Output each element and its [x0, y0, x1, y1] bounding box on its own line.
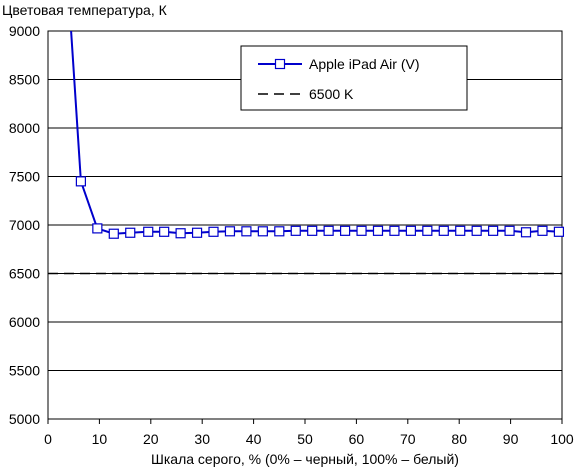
data-point-marker	[159, 226, 170, 237]
data-point-marker	[257, 226, 268, 237]
x-tick-label: 10	[92, 431, 108, 447]
legend-box	[240, 45, 468, 111]
data-point-marker	[208, 226, 219, 237]
x-tick-label: 60	[349, 431, 365, 447]
series-layer	[48, 31, 565, 275]
data-point-marker	[191, 227, 203, 238]
y-tick-label: 5000	[9, 411, 40, 427]
data-point-marker	[405, 225, 416, 236]
data-point-marker	[323, 225, 334, 236]
y-tick-label: 6500	[9, 266, 40, 282]
data-point-marker	[389, 225, 400, 236]
x-tick-label: 90	[503, 431, 519, 447]
x-axis-title: Шкала серого, % (0% – черный, 100% – бел…	[151, 451, 459, 467]
data-point-marker	[339, 225, 351, 236]
data-point-marker	[488, 225, 499, 236]
data-point-marker	[290, 225, 301, 236]
data-point-marker	[92, 223, 103, 234]
x-tick-label: 50	[297, 431, 313, 447]
data-point-marker	[108, 228, 119, 239]
y-tick-label: 8500	[9, 72, 40, 88]
data-point-marker	[537, 225, 548, 236]
legend: Apple iPad Air (V) 6500 K	[240, 45, 468, 111]
data-point-marker	[241, 226, 252, 237]
chart-title: Цветовая температура, К	[2, 2, 168, 18]
data-point-marker	[520, 227, 532, 238]
x-axis: 0 10 20 30 40 50 60 70 80 90 100	[44, 419, 574, 447]
data-point-marker	[471, 225, 482, 236]
x-tick-label: 100	[550, 431, 574, 447]
y-tick-label: 9000	[9, 23, 40, 39]
data-point-marker	[553, 226, 565, 237]
x-tick-label: 80	[451, 431, 467, 447]
legend-label: Apple iPad Air (V)	[309, 56, 420, 72]
legend-marker	[274, 58, 286, 70]
y-tick-label: 6000	[9, 314, 40, 330]
y-axis: 5000 5500 6000 6500 7000 7500 8000 8500 9000	[9, 23, 40, 427]
data-point-marker	[143, 226, 154, 237]
data-point-marker	[125, 227, 136, 238]
x-tick-label: 40	[246, 431, 262, 447]
data-point-marker	[438, 225, 449, 236]
legend-label: 6500 K	[309, 86, 354, 102]
y-tick-label: 7500	[9, 169, 40, 185]
x-tick-label: 20	[143, 431, 159, 447]
y-tick-label: 7000	[9, 217, 40, 233]
x-tick-label: 70	[400, 431, 416, 447]
data-point-marker	[455, 225, 466, 236]
y-tick-label: 8000	[9, 120, 40, 136]
data-point-marker	[504, 225, 515, 236]
x-tick-label: 0	[44, 431, 52, 447]
data-point-marker	[422, 225, 433, 236]
data-point-marker	[175, 228, 186, 239]
data-point-marker	[75, 176, 86, 187]
data-point-marker	[274, 226, 285, 237]
data-point-marker	[372, 225, 384, 236]
x-tick-label: 30	[194, 431, 210, 447]
y-tick-label: 5500	[9, 363, 40, 379]
data-point-marker	[356, 225, 367, 236]
data-point-marker	[307, 225, 318, 236]
data-point-marker	[224, 226, 236, 237]
